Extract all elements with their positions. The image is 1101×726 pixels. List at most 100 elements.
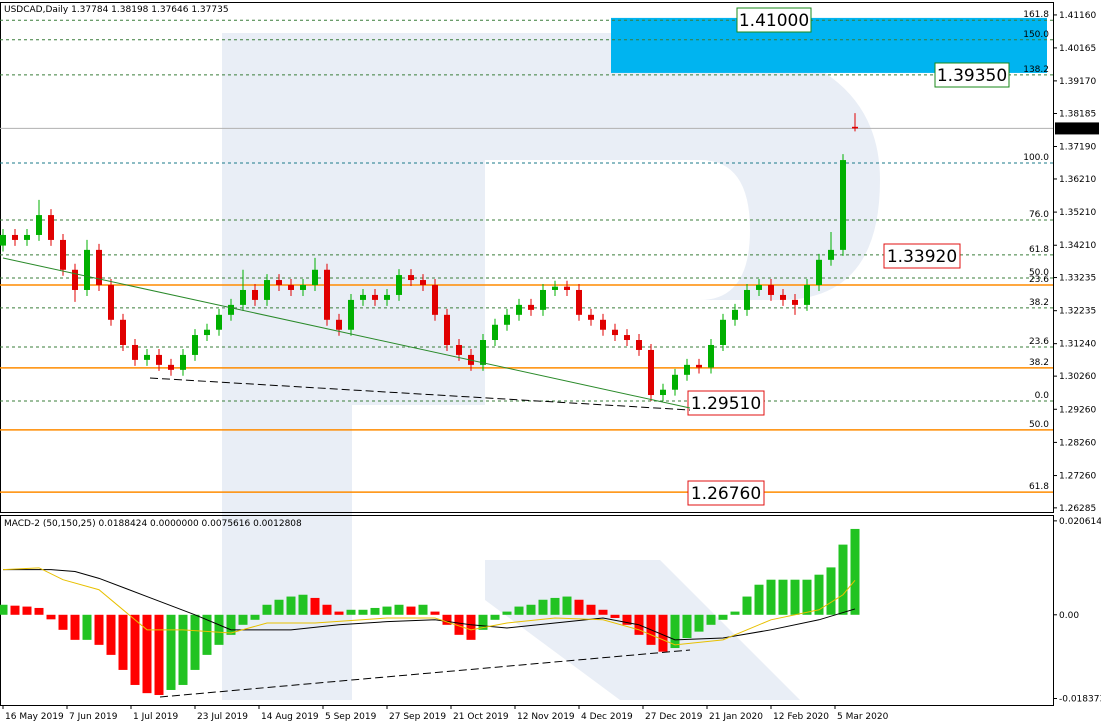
trend-line: [159, 649, 691, 698]
histogram-bar: [334, 611, 344, 615]
y-tick-label: 1.30260: [1059, 372, 1096, 382]
x-tick-label: 12 Feb 2020: [773, 712, 829, 722]
y-tick-label: 1.41160: [1059, 11, 1096, 21]
macd-title: MACD-2 (50,150,25) 0.0188424 0.0000000 0…: [4, 519, 302, 529]
candle-body: [132, 344, 138, 360]
histogram-bar: [622, 614, 632, 625]
y-tick-label: 1.38185: [1059, 110, 1096, 120]
candle-body: [576, 289, 582, 315]
candle-body: [84, 249, 90, 290]
histogram-bar: [694, 614, 704, 632]
candle-body: [624, 335, 630, 341]
candle-body: [756, 285, 762, 290]
histogram-bar: [550, 597, 560, 615]
callout-box: [883, 243, 961, 269]
callout-label: 1.41000: [739, 11, 809, 31]
histogram-bar: [0, 604, 8, 615]
callout-box: [687, 390, 765, 416]
candle-body: [792, 299, 798, 305]
candle-body: [456, 344, 462, 355]
histogram-bar: [766, 579, 776, 615]
fib-label: 50.0: [1029, 420, 1049, 430]
fib-label: 150.0: [1023, 30, 1049, 40]
histogram-bar: [214, 614, 224, 645]
histogram-bar: [118, 614, 128, 670]
candle-body: [408, 275, 414, 281]
fib-label: 161.8: [1023, 10, 1049, 20]
histogram-bar: [358, 609, 368, 615]
fib-label: 38.2: [1029, 298, 1049, 308]
y-tick-label: 1.31240: [1059, 340, 1096, 350]
histogram-bar: [502, 611, 512, 615]
candle-body: [24, 234, 30, 240]
fib-label: 61.8: [1029, 482, 1049, 492]
candle-body: [672, 374, 678, 390]
fib-label: 100.0: [1023, 153, 1049, 163]
x-tick-label: 1 Jul 2019: [133, 712, 178, 722]
histogram-bar: [814, 574, 824, 615]
y-tick-label: 1.28260: [1059, 438, 1096, 448]
candle-body: [852, 126, 858, 129]
macd-line: [2, 567, 856, 646]
histogram-bar: [166, 614, 176, 690]
candle-body: [504, 314, 510, 325]
histogram-bar: [670, 614, 680, 649]
callout-box: [736, 7, 812, 33]
x-tick-label: 5 Mar 2020: [837, 712, 889, 722]
histogram-bar: [574, 599, 584, 615]
histogram-bar: [46, 614, 56, 620]
histogram-bar: [754, 584, 764, 615]
candle-body: [396, 275, 402, 295]
histogram-bar: [82, 614, 92, 640]
x-tick-label: 12 Nov 2019: [517, 712, 575, 722]
histogram-bar: [406, 606, 416, 615]
candle-body: [36, 215, 42, 235]
x-tick-label: 7 Jun 2019: [69, 712, 118, 722]
current-price-label: 1.37735: [1059, 124, 1096, 134]
callout-label: 1.39350: [937, 66, 1007, 86]
callout-label: 1.33920: [887, 247, 957, 267]
histogram-bar: [430, 611, 440, 615]
candle-body: [60, 239, 66, 270]
y-tick-label: 1.33235: [1059, 274, 1096, 284]
histogram-bar: [382, 606, 392, 615]
y-tick-label: 1.37190: [1059, 142, 1096, 152]
histogram-bar: [454, 614, 464, 635]
x-tick-label: 16 May 2019: [5, 712, 64, 722]
candle-body: [516, 304, 522, 315]
histogram-bar: [742, 596, 752, 615]
y-tick-label: 0.00: [1059, 611, 1079, 621]
histogram-bar: [70, 614, 80, 640]
x-tick-label: 21 Jan 2020: [709, 712, 763, 722]
candle-body: [0, 234, 6, 246]
candle-body: [336, 319, 342, 330]
histogram-bar: [394, 604, 404, 615]
histogram-bar: [478, 614, 488, 630]
histogram-bar: [802, 579, 812, 615]
histogram-bar: [682, 614, 692, 639]
candle-body: [828, 249, 834, 260]
histogram-bar: [190, 614, 200, 670]
histogram-bar: [130, 614, 140, 685]
candle-body: [444, 314, 450, 345]
histogram-bar: [346, 609, 356, 615]
candle-body: [372, 294, 378, 300]
y-tick-label: 1.39170: [1059, 77, 1096, 87]
candle-body: [720, 319, 726, 345]
histogram-bar: [730, 611, 740, 615]
candle-body: [636, 340, 642, 350]
candle-body: [240, 289, 246, 305]
histogram-bar: [298, 594, 308, 615]
candle-body: [108, 285, 114, 320]
histogram-bar: [94, 614, 104, 645]
candle-body: [480, 340, 486, 365]
candle-body: [804, 285, 810, 305]
histogram-bar: [286, 596, 296, 615]
histogram-bar: [22, 606, 32, 615]
candle-body: [492, 324, 498, 341]
candle-body: [48, 215, 54, 240]
candle-body: [144, 354, 150, 360]
candle-body: [228, 304, 234, 315]
histogram-bar: [706, 614, 716, 625]
